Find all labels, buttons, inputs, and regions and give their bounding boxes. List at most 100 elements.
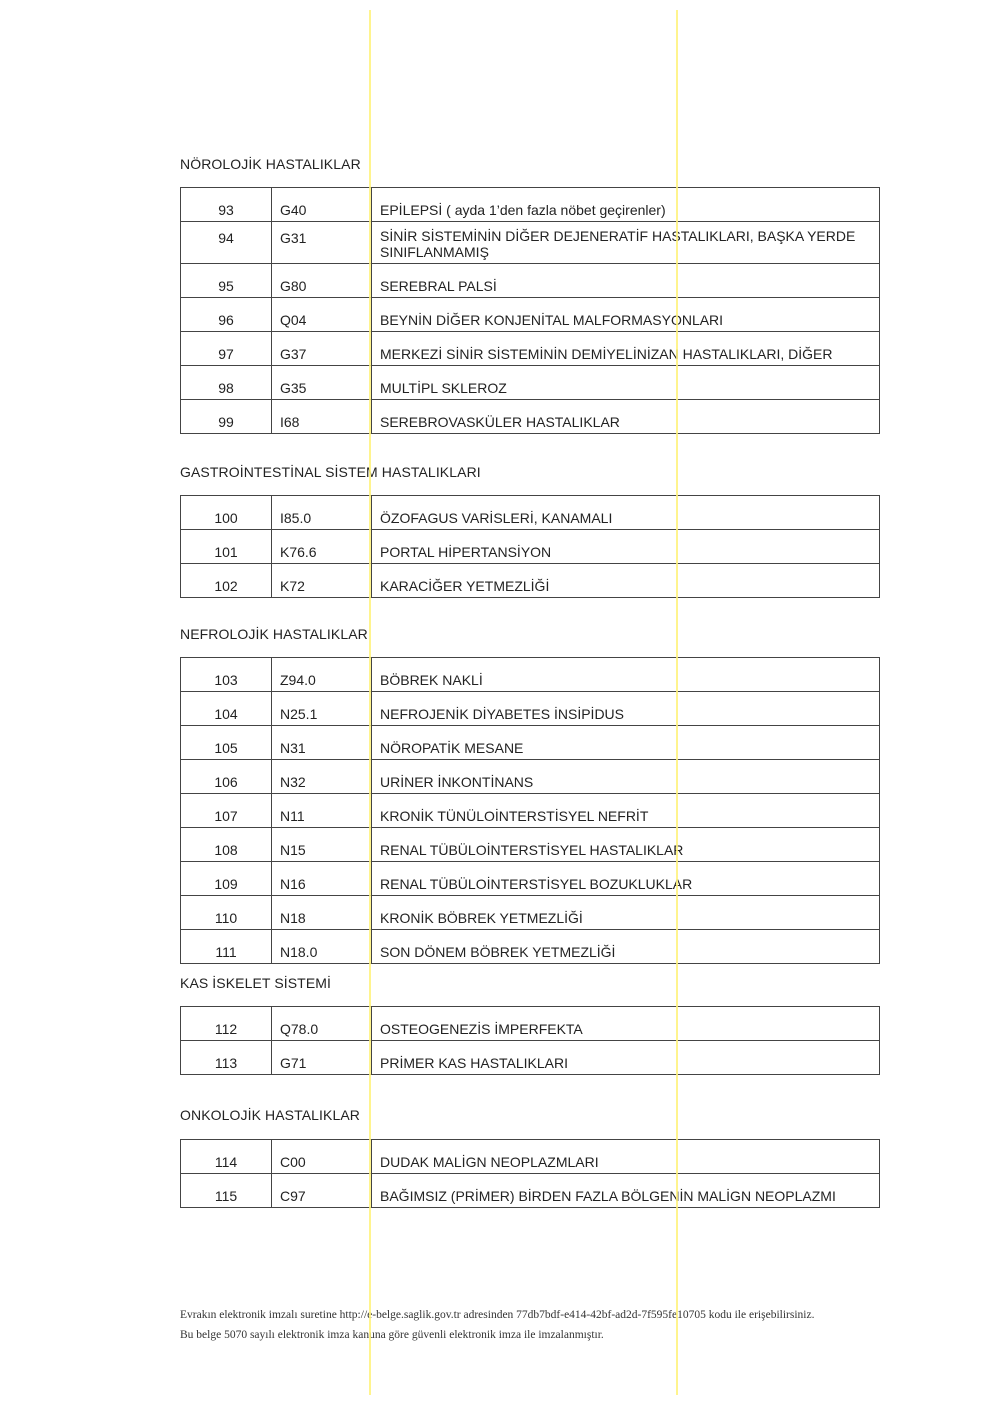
section-title: KAS İSKELET SİSTEMİ: [180, 975, 332, 991]
table-row: 101 K76.6 PORTAL HİPERTANSİYON: [180, 529, 880, 564]
icd-code: I68: [271, 399, 372, 434]
table-row: 108 N15 RENAL TÜBÜLOİNTERSTİSYEL HASTALIKL…: [180, 827, 880, 862]
icd-code: N25.1: [271, 691, 372, 726]
disease-name: SİNİR SİSTEMİNİN DİĞER DEJENERATİF HASTA…: [371, 221, 880, 264]
disease-name: NEFROJENİK DİYABETES İNSİPİDUS: [371, 691, 880, 726]
row-number: 107: [180, 793, 272, 828]
table-row: 107 N11 KRONİK TÜNÜLOİNTERSTİSYEL NEFRİT: [180, 793, 880, 828]
table-row: 106 N32 URİNER İNKONTİNANS: [180, 759, 880, 794]
row-number: 105: [180, 725, 272, 760]
disease-name: URİNER İNKONTİNANS: [371, 759, 880, 794]
disease-name: MERKEZİ SİNİR SİSTEMİNİN DEMİYELİNİZAN H…: [371, 331, 880, 366]
icd-code: K72: [271, 563, 372, 598]
table-row: 103 Z94.0 BÖBREK NAKLİ: [180, 657, 880, 692]
disease-table: 100 I85.0 ÖZOFAGUS VARİSLERİ, KANAMALI 101 K…: [180, 495, 880, 598]
icd-code: G35: [271, 365, 372, 400]
disease-name: SEREBRAL PALSİ: [371, 263, 880, 298]
disease-name: DUDAK MALİGN NEOPLAZMLARI: [371, 1139, 880, 1174]
disease-table: 114 C00 DUDAK MALİGN NEOPLAZMLARI 115 C97 BAĞ…: [180, 1139, 880, 1208]
section-title: NÖROLOJİK HASTALIKLAR: [180, 156, 361, 172]
table-row: 112 Q78.0 OSTEOGENEZİS İMPERFEKTA: [180, 1006, 880, 1041]
icd-code: K76.6: [271, 529, 372, 564]
icd-code: N15: [271, 827, 372, 862]
disease-table: 103 Z94.0 BÖBREK NAKLİ 104 N25.1 NEFROJENİK D…: [180, 657, 880, 964]
icd-code: N18.0: [271, 929, 372, 964]
icd-code: N32: [271, 759, 372, 794]
icd-code: I85.0: [271, 495, 372, 530]
row-number: 111: [180, 929, 272, 964]
highlighter-line-right: [676, 10, 678, 1395]
table-row: 95 G80 SEREBRAL PALSİ: [180, 263, 880, 298]
disease-name: NÖROPATİK MESANE: [371, 725, 880, 760]
icd-code: Q04: [271, 297, 372, 332]
disease-name: RENAL TÜBÜLOİNTERSTİSYEL BOZUKLUKLAR: [371, 861, 880, 896]
icd-code: Q78.0: [271, 1006, 372, 1041]
disease-name: KRONİK TÜNÜLOİNTERSTİSYEL NEFRİT: [371, 793, 880, 828]
row-number: 104: [180, 691, 272, 726]
disease-name: PORTAL HİPERTANSİYON: [371, 529, 880, 564]
icd-code: G80: [271, 263, 372, 298]
icd-code: G37: [271, 331, 372, 366]
row-number: 115: [180, 1173, 272, 1208]
row-number: 113: [180, 1040, 272, 1075]
table-row: 104 N25.1 NEFROJENİK DİYABETES İNSİPİDUS: [180, 691, 880, 726]
disease-name: BAĞIMSIZ (PRİMER) BİRDEN FAZLA BÖLGENİN …: [371, 1173, 880, 1208]
footer-line-2: Bu belge 5070 sayılı elektronik imza kan…: [180, 1329, 604, 1341]
row-number: 106: [180, 759, 272, 794]
row-number: 114: [180, 1139, 272, 1174]
table-row: 110 N18 KRONİK BÖBREK YETMEZLİĞİ: [180, 895, 880, 930]
row-number: 98: [180, 365, 272, 400]
table-row: 94 G31 SİNİR SİSTEMİNİN DİĞER DEJENERATİF …: [180, 221, 880, 264]
highlighter-line-left: [369, 10, 371, 1395]
row-number: 109: [180, 861, 272, 896]
table-row: 102 K72 KARACİĞER YETMEZLİĞİ: [180, 563, 880, 598]
disease-name: OSTEOGENEZİS İMPERFEKTA: [371, 1006, 880, 1041]
icd-code: N16: [271, 861, 372, 896]
section-title: GASTROİNTESTİNAL SİSTEM HASTALIKLARI: [180, 464, 481, 480]
icd-code: C00: [271, 1139, 372, 1174]
table-row: 105 N31 NÖROPATİK MESANE: [180, 725, 880, 760]
table-row: 98 G35 MULTİPL SKLEROZ: [180, 365, 880, 400]
footer-line-1: Evrakın elektronik imzalı suretine http:…: [180, 1309, 815, 1321]
row-number: 94: [180, 221, 272, 264]
icd-code: G40: [271, 187, 372, 222]
table-row: 114 C00 DUDAK MALİGN NEOPLAZMLARI: [180, 1139, 880, 1174]
table-row: 115 C97 BAĞIMSIZ (PRİMER) BİRDEN FAZLA BÖL…: [180, 1173, 880, 1208]
icd-code: C97: [271, 1173, 372, 1208]
disease-name: BEYNİN DİĞER KONJENİTAL MALFORMASYONLARI: [371, 297, 880, 332]
disease-name: EPİLEPSİ ( ayda 1’den fazla nöbet geçire…: [371, 187, 880, 222]
disease-name: ÖZOFAGUS VARİSLERİ, KANAMALI: [371, 495, 880, 530]
table-row: 93 G40 EPİLEPSİ ( ayda 1’den fazla nöbet g…: [180, 187, 880, 222]
row-number: 110: [180, 895, 272, 930]
row-number: 101: [180, 529, 272, 564]
disease-name: PRİMER KAS HASTALIKLARI: [371, 1040, 880, 1075]
table-row: 113 G71 PRİMER KAS HASTALIKLARI: [180, 1040, 880, 1075]
icd-code: N18: [271, 895, 372, 930]
table-row: 109 N16 RENAL TÜBÜLOİNTERSTİSYEL BOZUKLUKL…: [180, 861, 880, 896]
disease-name: KRONİK BÖBREK YETMEZLİĞİ: [371, 895, 880, 930]
table-row: 111 N18.0 SON DÖNEM BÖBREK YETMEZLİĞİ: [180, 929, 880, 964]
table-row: 97 G37 MERKEZİ SİNİR SİSTEMİNİN DEMİYELİNİ…: [180, 331, 880, 366]
row-number: 103: [180, 657, 272, 692]
table-row: 99 I68 SEREBROVASKÜLER HASTALIKLAR: [180, 399, 880, 434]
table-row: 96 Q04 BEYNİN DİĞER KONJENİTAL MALFORMASYO…: [180, 297, 880, 332]
row-number: 96: [180, 297, 272, 332]
row-number: 95: [180, 263, 272, 298]
table-row: 100 I85.0 ÖZOFAGUS VARİSLERİ, KANAMALI: [180, 495, 880, 530]
row-number: 108: [180, 827, 272, 862]
icd-code: N11: [271, 793, 372, 828]
section-title: NEFROLOJİK HASTALIKLAR: [180, 626, 368, 642]
e-signature-footer: Evrakın elektronik imzalı suretine http:…: [180, 1305, 814, 1345]
disease-table: 93 G40 EPİLEPSİ ( ayda 1’den fazla nöbet g…: [180, 187, 880, 434]
icd-code: G71: [271, 1040, 372, 1075]
disease-name: RENAL TÜBÜLOİNTERSTİSYEL HASTALIKLAR: [371, 827, 880, 862]
disease-name: SON DÖNEM BÖBREK YETMEZLİĞİ: [371, 929, 880, 964]
icd-code: N31: [271, 725, 372, 760]
row-number: 99: [180, 399, 272, 434]
icd-code: G31: [271, 221, 372, 264]
section-title: ONKOLOJİK HASTALIKLAR: [180, 1107, 361, 1123]
row-number: 93: [180, 187, 272, 222]
disease-name: KARACİĞER YETMEZLİĞİ: [371, 563, 880, 598]
row-number: 100: [180, 495, 272, 530]
row-number: 97: [180, 331, 272, 366]
